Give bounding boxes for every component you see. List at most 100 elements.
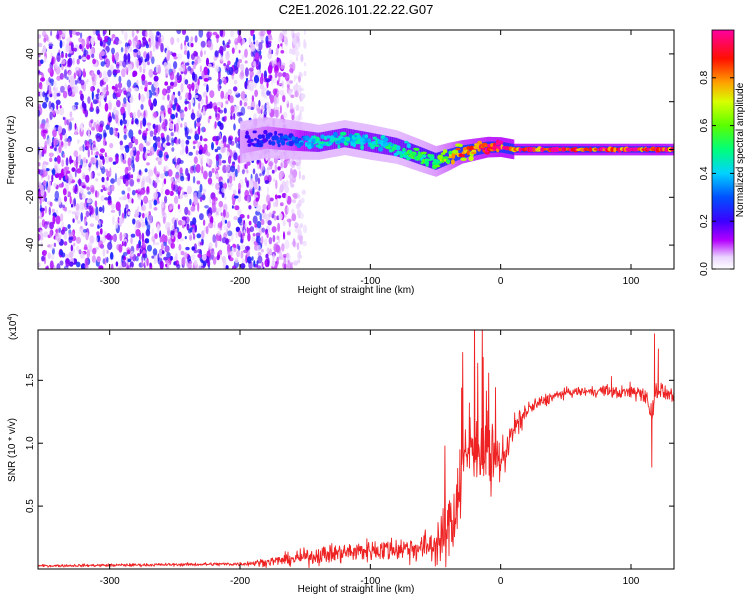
spectrogram-noise-cell (136, 79, 139, 86)
spectrogram-signal-cell (308, 139, 312, 143)
spectrogram-noise-cell (186, 50, 190, 60)
spectrogram-noise-cell (215, 173, 219, 178)
spectrogram-signal-cell (311, 142, 315, 149)
spectrogram-noise-cell (134, 209, 139, 218)
spectrogram-noise-cell (303, 40, 307, 50)
spectrogram-noise-cell (146, 257, 149, 267)
spectrogram-noise-cell (159, 249, 163, 259)
spectrogram-noise-cell (199, 65, 202, 73)
spectrogram-noise-cell (100, 50, 105, 57)
spectrogram-noise-cell (121, 254, 125, 260)
spectrogram-noise-cell (185, 246, 190, 251)
spectrogram-noise-cell (161, 234, 166, 243)
spectrogram-noise-cell (38, 34, 42, 39)
spectrogram-noise-cell (275, 198, 279, 208)
spectrogram-noise-cell (231, 47, 235, 54)
spectrogram-noise-cell (221, 215, 225, 223)
spectrogram-noise-cell (194, 133, 200, 141)
spectrogram-noise-cell (153, 111, 159, 118)
spectrogram-band-cell (475, 143, 478, 156)
spectrogram-noise-cell (303, 30, 306, 36)
spectrogram-noise-cell (96, 108, 100, 114)
spectrogram-noise-cell (133, 48, 139, 53)
spectrogram-noise-cell (64, 83, 68, 90)
spectrogram-signal-cell (370, 143, 375, 150)
spectrogram-noise-cell (161, 181, 165, 188)
spectrogram-noise-cell (187, 210, 191, 216)
spectrogram-noise-cell (76, 69, 79, 77)
spectrogram-noise-cell (137, 51, 141, 56)
spectrogram-noise-cell (152, 135, 157, 141)
spectrogram-noise-cell (189, 198, 192, 206)
spectrogram-signal-cell (272, 135, 279, 141)
spectrogram-noise-cell (235, 105, 240, 111)
spectrogram-noise-cell (119, 145, 125, 151)
spectrogram-noise-cell (80, 32, 83, 39)
spectrogram-noise-cell (55, 66, 61, 75)
spectrogram-noise-cell (259, 84, 265, 90)
spectrogram-noise-cell (147, 81, 152, 86)
spectrogram-noise-cell (223, 225, 229, 231)
spectrogram-noise-cell (118, 196, 124, 201)
spectrogram-noise-cell (85, 232, 89, 241)
spectrogram-noise-cell (266, 90, 270, 96)
spectrogram-noise-cell (39, 229, 43, 235)
spectrogram-noise-cell (288, 174, 293, 179)
spectrogram-noise-cell (131, 30, 135, 38)
spectrogram-noise-cell (104, 181, 109, 191)
spectrogram-noise-cell (126, 192, 130, 200)
spectrogram-noise-cell (95, 236, 98, 243)
spectrogram-noise-cell (140, 187, 146, 195)
spectrogram-noise-cell (71, 167, 76, 173)
spectrogram-noise-cell (97, 225, 100, 229)
spectrogram-noise-cell (48, 89, 52, 94)
spectrogram-noise-cell (126, 249, 131, 255)
spectrogram-noise-cell (206, 103, 212, 109)
spectrogram-noise-cell (69, 155, 72, 165)
spectrogram-noise-cell (116, 99, 121, 108)
spectrogram-noise-cell (99, 40, 103, 47)
spectrogram-noise-cell (265, 253, 269, 259)
spectrogram-noise-cell (111, 47, 115, 55)
spectrogram-signal-cell (297, 138, 302, 141)
spectrogram-noise-cell (134, 138, 139, 146)
spectrogram-signal-cell (291, 136, 296, 141)
spectrogram-noise-cell (237, 208, 242, 217)
spectrogram-noise-cell (127, 264, 130, 269)
spectrogram-noise-cell (164, 245, 170, 253)
spectrogram-noise-cell (126, 79, 132, 88)
spectrogram-noise-cell (96, 135, 102, 142)
spectrogram-noise-cell (181, 30, 187, 35)
spectrogram-noise-cell (184, 100, 190, 104)
spectrogram-noise-cell (199, 183, 203, 193)
spectrogram-noise-cell (114, 114, 119, 122)
spectrogram-noise-cell (49, 157, 53, 162)
spectrogram-noise-cell (193, 145, 196, 150)
spectrogram-noise-cell (76, 58, 80, 65)
spectrogram-noise-cell (236, 243, 240, 250)
spectrogram-noise-cell (289, 177, 292, 185)
spectrogram-noise-cell (48, 77, 51, 83)
spectrogram-noise-cell (214, 148, 218, 153)
spectrogram-noise-cell (215, 34, 220, 39)
spectrogram-noise-cell (56, 103, 59, 111)
spectrogram-noise-cell (137, 253, 141, 257)
spectrogram-noise-cell (228, 39, 231, 45)
spectrogram-noise-cell (71, 104, 75, 110)
spectrogram-signal-cell (372, 136, 377, 140)
spectrogram-noise-cell (61, 159, 64, 168)
spectrogram-noise-cell (171, 137, 175, 146)
spectrogram-noise-cell (95, 206, 99, 216)
spectrogram-noise-cell (149, 130, 154, 137)
spectrogram-noise-cell (56, 75, 61, 81)
spectrogram-noise-cell (164, 235, 168, 243)
spectrogram-signal-cell (312, 135, 317, 139)
spectrogram-noise-cell (58, 183, 64, 188)
spectrogram-noise-cell (164, 195, 168, 204)
spectrogram-noise-cell (234, 257, 239, 264)
spectrogram-noise-cell (253, 60, 257, 67)
spectrogram-noise-cell (157, 140, 161, 149)
spectrogram-noise-cell (268, 237, 273, 245)
spectrogram-noise-cell (295, 50, 300, 57)
spectrogram-noise-cell (96, 231, 100, 236)
